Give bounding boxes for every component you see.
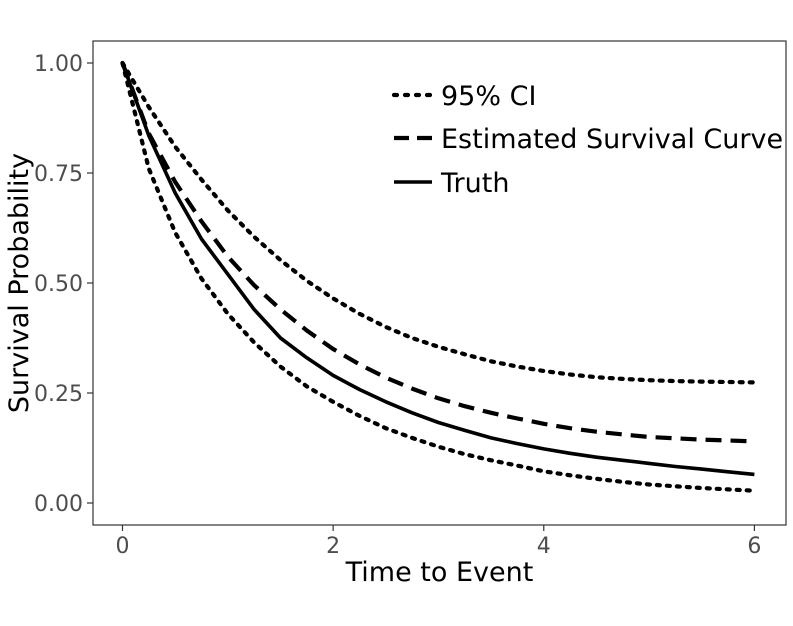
legend-label-ci: 95% CI — [441, 81, 536, 112]
series-line-dashed-2 — [120, 62, 755, 444]
x-axis-title: Time to Event — [345, 557, 534, 588]
y-axis-title: Survival Probability — [4, 153, 35, 413]
plot-panel-border — [92, 40, 787, 526]
x-tick-label: 6 — [747, 534, 761, 559]
y-tick-label: 0.50 — [34, 272, 83, 297]
x-tick-label: 2 — [326, 534, 340, 559]
series-line-dotted-1 — [120, 60, 757, 493]
legend-label-estimated: Estimated Survival Curve — [441, 124, 783, 155]
legend-label-truth: Truth — [440, 168, 509, 199]
y-tick-label: 0.75 — [34, 162, 83, 187]
legend: 95% CI Estimated Survival Curve Truth — [391, 81, 783, 199]
y-tick-label: 1.00 — [34, 52, 83, 77]
x-tick-label: 0 — [115, 534, 129, 559]
x-tick-label: 4 — [537, 534, 551, 559]
axis-ticks: 0 2 4 6 0.00 0.25 0.50 0.75 1.00 — [34, 52, 761, 559]
y-tick-label: 0.00 — [34, 492, 83, 517]
series-line-solid-3 — [120, 62, 755, 477]
series-lines — [120, 60, 757, 493]
y-tick-label: 0.25 — [34, 382, 83, 407]
series-line-dotted-0 — [120, 60, 757, 385]
